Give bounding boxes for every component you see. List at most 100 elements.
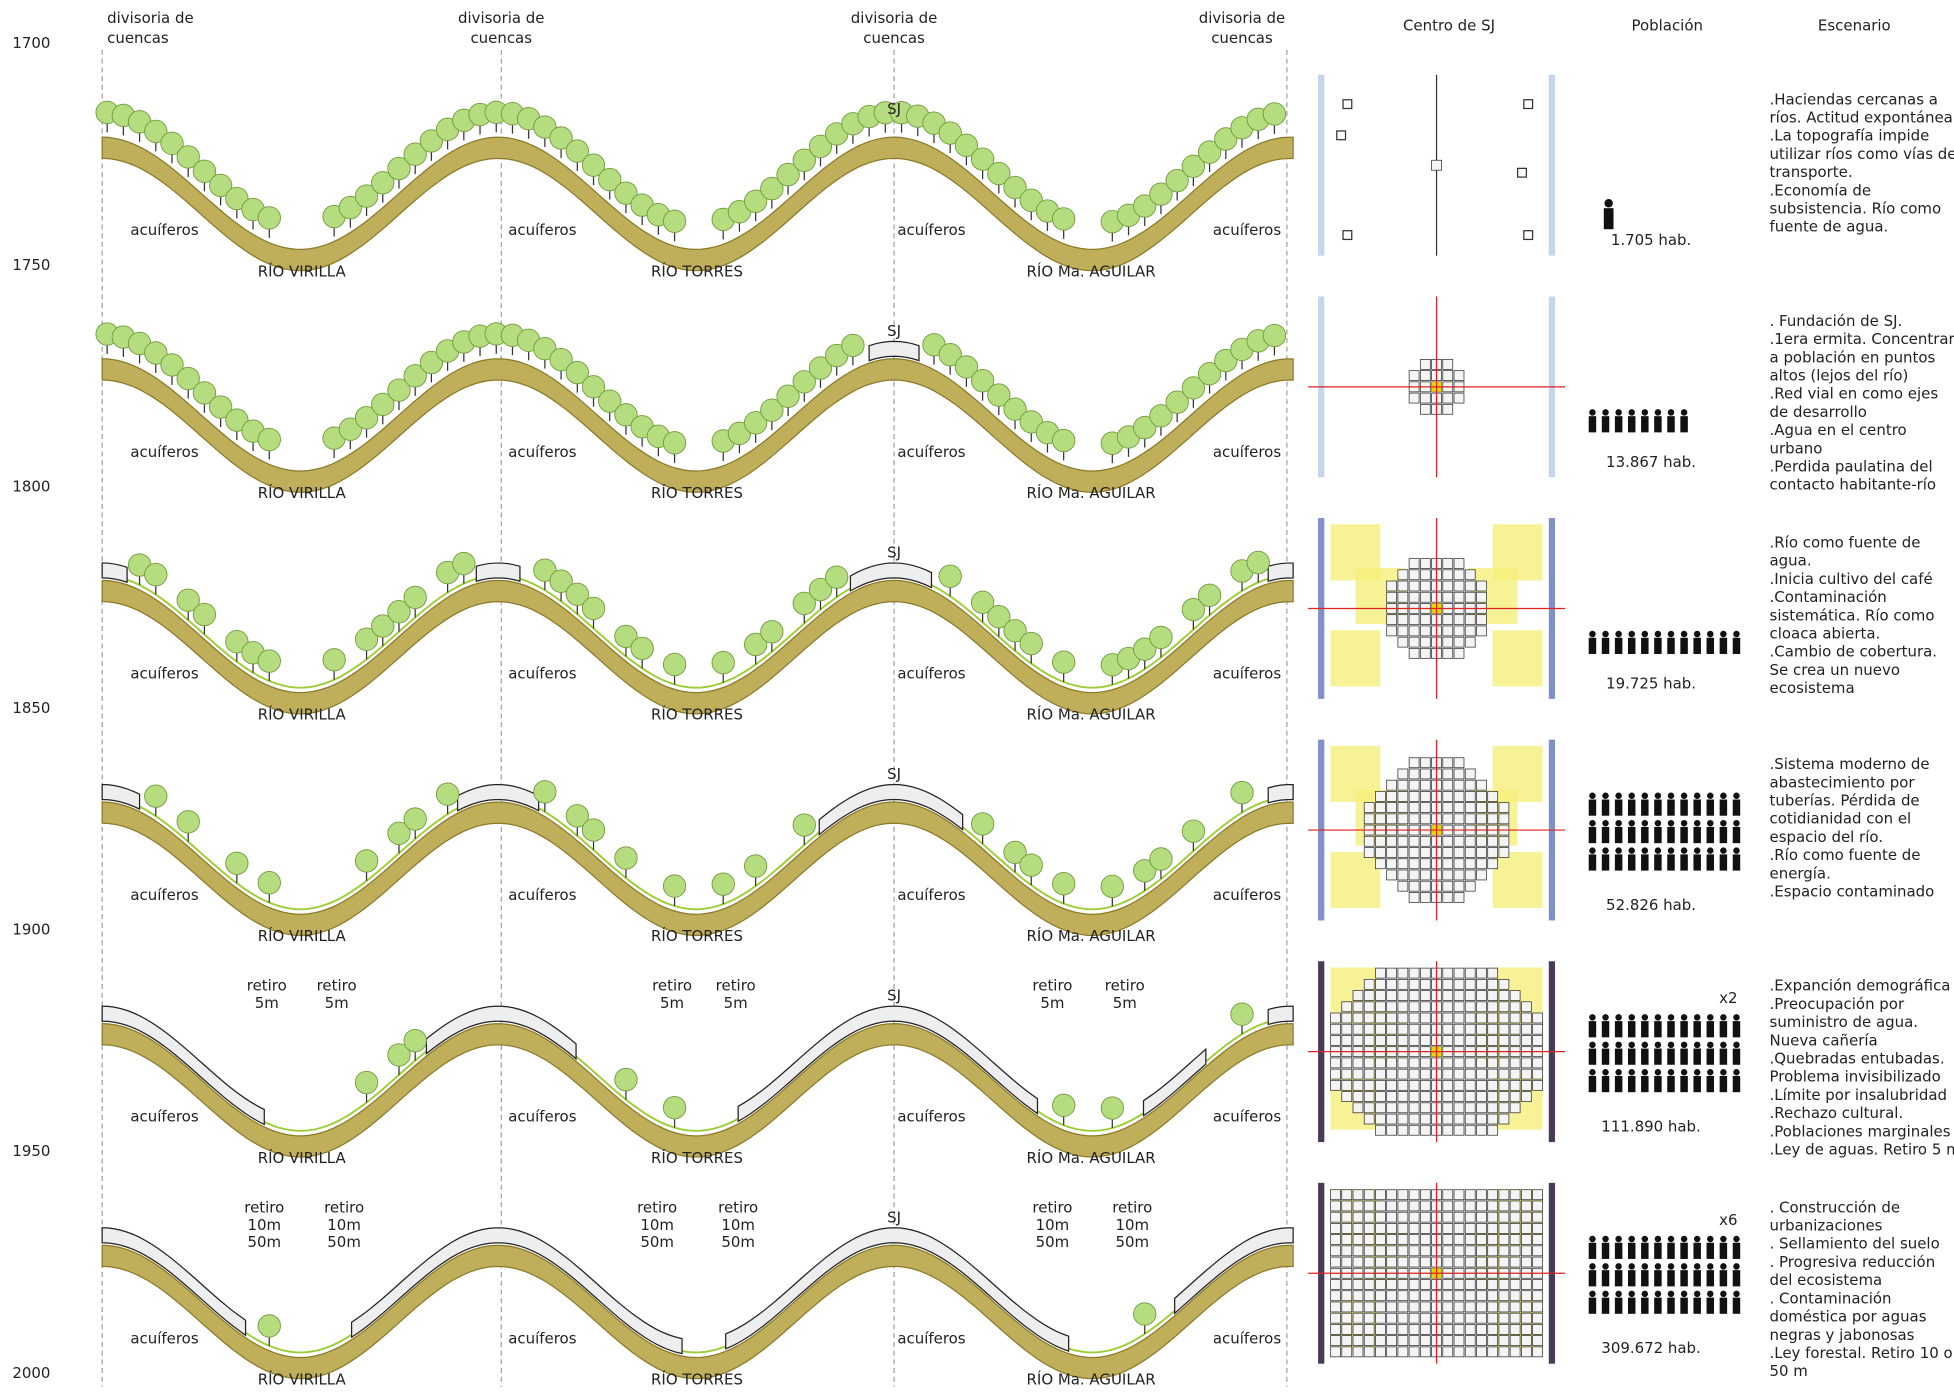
building — [1375, 1312, 1386, 1324]
tree-crown — [792, 813, 816, 837]
building — [1532, 1068, 1543, 1080]
person-body — [1706, 826, 1715, 844]
building — [1375, 1290, 1386, 1302]
building — [1397, 1290, 1409, 1302]
building — [1352, 1245, 1364, 1257]
building — [1363, 1245, 1375, 1257]
building — [1498, 1312, 1510, 1324]
building — [1419, 978, 1431, 990]
building — [1386, 1124, 1398, 1136]
urban-block — [101, 783, 141, 811]
tree-crown — [581, 818, 606, 842]
person-body — [1601, 637, 1610, 654]
person-head — [1641, 1014, 1649, 1021]
building — [1386, 978, 1398, 990]
building — [1397, 1001, 1409, 1013]
building — [1464, 1301, 1476, 1313]
building — [1341, 1189, 1353, 1201]
scenario-line: .Rechazo cultural. — [1770, 1104, 1904, 1122]
person-head — [1602, 1069, 1609, 1076]
building — [1520, 1091, 1532, 1102]
building — [1509, 1346, 1521, 1358]
building — [1397, 591, 1409, 603]
tree-crown — [403, 585, 427, 610]
building — [1363, 1068, 1375, 1080]
building — [1397, 1068, 1409, 1080]
tree-crown — [1019, 853, 1043, 877]
tree-crown — [1003, 619, 1027, 643]
building — [1408, 892, 1420, 903]
person-body — [1654, 854, 1662, 871]
person-body — [1588, 854, 1597, 871]
tree-crown — [371, 171, 395, 195]
building — [1520, 1312, 1532, 1324]
building — [1419, 558, 1431, 569]
building — [1397, 636, 1409, 648]
building — [1419, 779, 1431, 791]
building — [1363, 1079, 1375, 1091]
tree-crown — [598, 389, 622, 413]
scenario-line: urbanizaciones — [1770, 1217, 1883, 1235]
person-body — [1667, 854, 1675, 871]
person-body — [1627, 1021, 1636, 1038]
building — [1375, 1113, 1386, 1125]
building — [1476, 1079, 1487, 1091]
person-head — [1720, 1235, 1727, 1243]
building — [1509, 1312, 1521, 1324]
retiro-label: 10m — [640, 1216, 674, 1234]
scenario-line: .Contaminación — [1770, 588, 1887, 606]
tree-crown — [987, 383, 1011, 407]
building — [1442, 403, 1454, 415]
building — [1408, 614, 1420, 626]
building — [1532, 1079, 1543, 1091]
person-head — [1680, 1014, 1688, 1021]
building — [1419, 636, 1431, 648]
building — [1453, 569, 1465, 581]
building — [1520, 1068, 1532, 1080]
building — [1464, 1001, 1476, 1013]
building — [1476, 1245, 1487, 1257]
building — [1487, 847, 1499, 858]
person-body — [1693, 854, 1701, 871]
tree-crown — [1197, 583, 1222, 607]
tree-crown — [808, 356, 833, 380]
person-head — [1589, 630, 1596, 638]
river-label: RÍO TORRES — [651, 1148, 743, 1167]
tree-crown — [257, 206, 281, 230]
building — [1341, 1324, 1353, 1335]
scenario-line: . Progresiva reducción — [1770, 1253, 1936, 1271]
building — [1386, 1234, 1398, 1245]
building — [1509, 1079, 1521, 1091]
building — [1419, 1079, 1431, 1091]
building — [1464, 802, 1476, 813]
person-head — [1654, 1041, 1662, 1049]
retiro-label: retiro — [247, 977, 287, 995]
scenario-line: .Río como fuente de — [1770, 846, 1921, 864]
person-head — [1628, 1069, 1635, 1076]
tree-crown — [1246, 550, 1270, 575]
building — [1442, 1091, 1454, 1102]
building — [1464, 580, 1476, 592]
building — [1419, 1245, 1431, 1257]
building — [1375, 1091, 1386, 1102]
scenario-line: transporte. — [1770, 163, 1853, 181]
building — [1386, 791, 1398, 802]
building — [1408, 1211, 1420, 1223]
retiro-label: 50m — [721, 1233, 755, 1251]
river-label: RÍO VIRILLA — [258, 1148, 347, 1167]
building — [1341, 1091, 1353, 1102]
retiro-label: retiro — [1105, 977, 1145, 995]
tree-crown — [581, 153, 606, 177]
building — [1408, 813, 1420, 825]
building — [1397, 1234, 1409, 1245]
building — [1453, 1211, 1465, 1223]
building — [1408, 1324, 1420, 1335]
building — [1476, 1091, 1487, 1102]
building — [1453, 892, 1465, 903]
scenario-line: .Inicia cultivo del café — [1770, 570, 1933, 588]
building — [1453, 1079, 1465, 1091]
building — [1464, 1023, 1476, 1035]
ground-band — [101, 358, 1294, 493]
person-head — [1680, 1069, 1688, 1076]
scenario-line: a población en puntos — [1770, 348, 1936, 366]
